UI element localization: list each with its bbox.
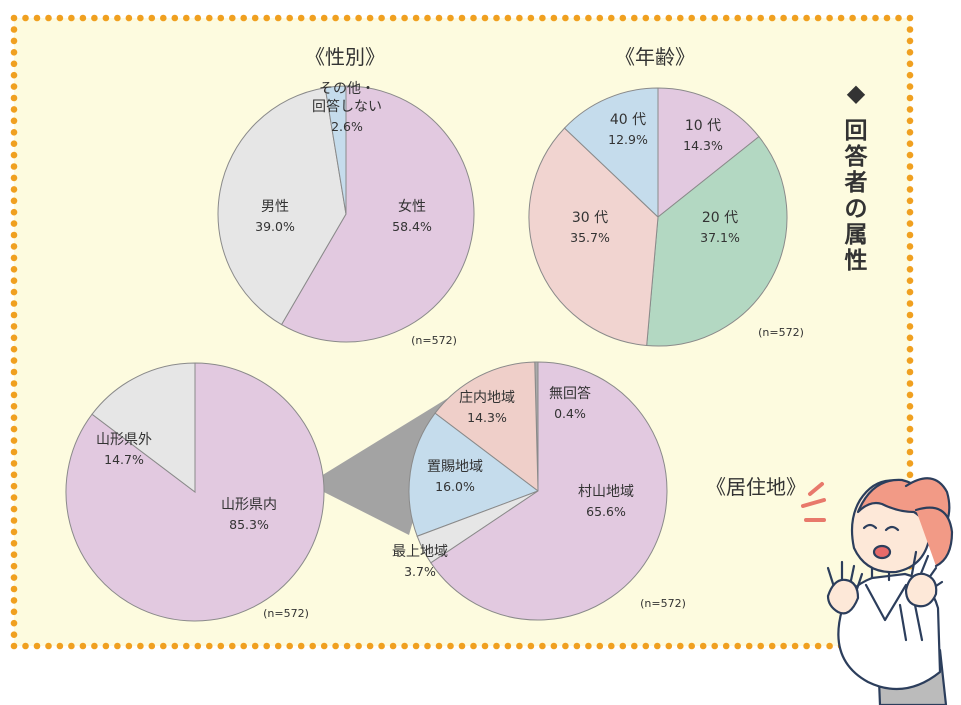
surprised-woman-illustration bbox=[801, 477, 954, 705]
slice-value-label: 16.0% bbox=[435, 479, 475, 494]
pie-slice bbox=[408, 412, 540, 537]
slice-value-label: 39.0% bbox=[255, 219, 295, 234]
heading-char: の bbox=[845, 196, 868, 222]
slice-label: 庄内地域 bbox=[459, 389, 515, 406]
slice-label: 最上地域 bbox=[392, 544, 448, 560]
slice-label: 回答しない bbox=[312, 98, 382, 115]
pie-slice bbox=[646, 135, 788, 347]
pie-slice bbox=[528, 127, 659, 347]
chart-title-residence: 《居住地》 bbox=[706, 475, 806, 499]
pie-slice bbox=[280, 85, 475, 343]
dotted-border bbox=[10, 14, 914, 650]
slice-label: 山形県外 bbox=[96, 432, 152, 448]
slice-value-label: 37.1% bbox=[700, 230, 740, 245]
pie-chart-region: 村山地域 65.6% 最上地域 3.7% 置賜地域 16.0% 庄内地域 14.3% 無回答 0.… bbox=[392, 361, 668, 621]
pie-slice bbox=[563, 87, 659, 219]
slice-value-label: 0.4% bbox=[554, 406, 586, 421]
slice-label: 村山地域 bbox=[578, 484, 634, 500]
heading-char: 答 bbox=[845, 143, 869, 170]
slice-label: 山形県内 bbox=[221, 497, 277, 513]
slice-value-label: 65.6% bbox=[586, 504, 626, 519]
n-note-gender: (n=572) bbox=[411, 334, 457, 347]
slice-value-label: 85.3% bbox=[229, 517, 269, 532]
chart-title-gender: 《性別》 bbox=[305, 45, 385, 69]
heading-char: 性 bbox=[845, 248, 868, 274]
slice-label: 置賜地域 bbox=[427, 459, 483, 475]
slice-value-label: 2.6% bbox=[331, 119, 363, 134]
heading-marker: ◆ bbox=[847, 79, 866, 107]
pie-slice bbox=[430, 361, 668, 621]
slice-label: 男性 bbox=[261, 199, 289, 215]
chart-title-age: 《年齢》 bbox=[615, 45, 695, 69]
slice-value-label: 58.4% bbox=[392, 219, 432, 234]
slice-label: 30 代 bbox=[572, 210, 608, 226]
pie-chart-residence: 山形県内 85.3% 山形県外 14.7% bbox=[65, 362, 325, 622]
pie-slice bbox=[65, 362, 325, 622]
pie-slice bbox=[434, 361, 539, 493]
pie-chart-gender: 女性 58.4% 男性 39.0% その他・回答しない 2.6% bbox=[217, 81, 475, 343]
heading-char: 属 bbox=[845, 222, 868, 248]
slice-value-label: 14.3% bbox=[683, 138, 723, 153]
slice-label: 20 代 bbox=[702, 210, 738, 226]
slice-value-label: 14.7% bbox=[104, 452, 144, 467]
slice-label: 40 代 bbox=[610, 112, 646, 128]
pie-slice bbox=[91, 362, 196, 494]
slice-label: 女性 bbox=[398, 198, 426, 215]
slice-label: 無回答 bbox=[549, 385, 591, 402]
n-note-age: (n=572) bbox=[758, 326, 804, 339]
slice-value-label: 35.7% bbox=[570, 230, 610, 245]
pie-slice bbox=[324, 85, 347, 215]
slice-value-label: 12.9% bbox=[608, 132, 648, 147]
slice-label: その他・ bbox=[319, 81, 375, 97]
slice-value-label: 3.7% bbox=[404, 564, 436, 579]
slice-label: 10 代 bbox=[685, 118, 721, 134]
pie-chart-age: 10 代 14.3% 20 代 37.1% 30 代 35.7% 40 代 12.9% bbox=[528, 87, 788, 347]
pie-slice bbox=[217, 87, 347, 326]
heading-char: 回 bbox=[845, 118, 868, 144]
n-note-region: (n=572) bbox=[640, 597, 686, 610]
pie-slice bbox=[657, 87, 760, 219]
slice-value-label: 14.3% bbox=[467, 410, 507, 425]
heading-char: 者 bbox=[844, 170, 868, 196]
n-note-residence: (n=572) bbox=[263, 607, 309, 620]
